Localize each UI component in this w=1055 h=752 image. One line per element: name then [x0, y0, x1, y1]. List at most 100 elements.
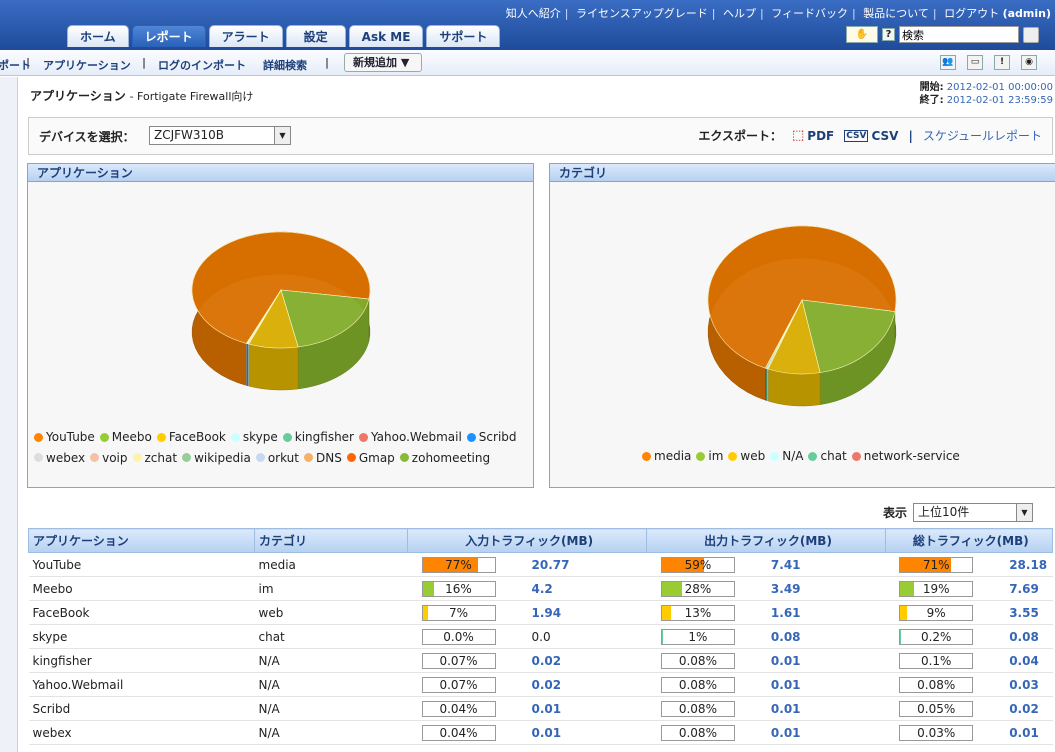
cell-in-mb[interactable]: 0.02 — [527, 648, 647, 673]
cell-total-mb[interactable]: 0.03 — [1005, 672, 1053, 697]
toolbar-icons: 👥 ▭ ! ◉ — [940, 55, 1037, 70]
period-end: 2012-02-01 23:59:59 — [946, 95, 1053, 106]
legend-item: Scribd — [466, 427, 517, 447]
col-out-traffic[interactable]: 出力トラフィック(MB) — [646, 528, 886, 553]
cell-application: kingfisher — [28, 648, 255, 673]
cell-category: N/A — [254, 720, 408, 745]
export-pdf-button[interactable]: ⬚ PDF — [791, 128, 835, 143]
percent-bar: 71% — [899, 556, 974, 573]
col-category[interactable]: カテゴリ — [254, 528, 408, 553]
legend-item: chat — [808, 449, 847, 463]
tour-icon[interactable]: ✋ — [846, 26, 878, 43]
report-icon[interactable]: ◉ — [1021, 55, 1037, 70]
cell-out-mb[interactable]: 1.61 — [766, 600, 886, 625]
col-application[interactable]: アプリケーション — [28, 528, 255, 553]
cell-out-mb[interactable]: 0.01 — [766, 648, 886, 673]
cell-out-mb[interactable]: 0.08 — [766, 624, 886, 649]
device-select[interactable]: ZCJFW310B ▼ — [149, 126, 291, 145]
cell-total-mb[interactable]: 7.69 — [1005, 576, 1053, 601]
search-go-icon[interactable] — [1023, 26, 1039, 43]
cell-out-mb[interactable]: 0.01 — [766, 672, 886, 697]
legend-label: FaceBook — [168, 430, 226, 444]
subnav-item-log-import[interactable]: ログのインポート — [158, 59, 246, 72]
tab-support[interactable]: サポート — [426, 25, 501, 47]
people-icon[interactable]: 👥 — [940, 55, 956, 70]
col-in-traffic[interactable]: 入力トラフィック(MB) — [406, 528, 648, 553]
link-logout[interactable]: ログアウト — [944, 7, 1000, 20]
link-license-upgrade[interactable]: ライセンスアップグレード — [575, 7, 708, 20]
export-label: エクスポート： — [698, 129, 782, 143]
cell-application: webex — [28, 720, 255, 745]
legend-swatch — [399, 453, 409, 462]
legend-swatch — [728, 451, 738, 461]
cell-total-mb[interactable]: 0.08 — [1005, 624, 1053, 649]
pie-slice-webex[interactable] — [246, 289, 282, 344]
pie-slice-media[interactable] — [707, 225, 897, 369]
chevron-down-icon[interactable]: ▼ — [1016, 504, 1032, 521]
cell-total-mb[interactable]: 0.01 — [1005, 720, 1053, 745]
tab-alerts[interactable]: アラート — [208, 25, 283, 47]
top-bar: 知人へ紹介 | ライセンスアップグレード | ヘルプ | フィードバック | 製品につい… — [0, 0, 1055, 50]
legend-swatch — [99, 432, 109, 442]
legend-swatch — [696, 451, 706, 461]
col-total-traffic[interactable]: 総トラフィック(MB) — [884, 528, 1054, 553]
cell-out-mb[interactable]: 3.49 — [766, 576, 886, 601]
tab-home[interactable]: ホーム — [67, 25, 129, 47]
percent-bar: 1% — [660, 628, 735, 645]
subnav-item-report[interactable]: ポート — [0, 59, 31, 72]
cell-total-mb[interactable]: 28.18 — [1005, 552, 1053, 577]
new-add-dropdown[interactable]: 新規追加 ▼ — [344, 53, 422, 72]
legend-item: zohomeeting — [399, 448, 490, 468]
applications-pie-chart — [191, 231, 371, 391]
pdf-icon: ⬚ — [791, 128, 805, 143]
cell-in-mb[interactable]: 0.01 — [527, 696, 647, 721]
tab-settings[interactable]: 設定 — [285, 25, 346, 47]
legend-swatch — [642, 451, 651, 461]
cell-in-mb[interactable]: 20.77 — [527, 552, 647, 577]
link-feedback[interactable]: フィードバック — [771, 7, 848, 20]
percent-bar: 9% — [899, 604, 974, 621]
cell-out-mb[interactable]: 0.01 — [766, 720, 886, 745]
legend-label: N/A — [782, 449, 804, 463]
search-area: ✋ ? — [846, 26, 1039, 43]
print-icon[interactable]: ▭ — [967, 55, 983, 70]
left-collapse-strip[interactable] — [0, 77, 18, 752]
percent-bar: 28% — [660, 580, 735, 597]
cell-total-mb[interactable]: 0.02 — [1005, 696, 1053, 721]
subnav-item-advanced-search[interactable]: 詳細検索 — [263, 59, 307, 72]
cell-in-mb[interactable]: 0.02 — [527, 672, 647, 697]
cell-application: Scribd — [28, 696, 255, 721]
cell-total-mb[interactable]: 0.04 — [1005, 648, 1053, 673]
pie-slice-meebo[interactable] — [280, 289, 370, 348]
search-input[interactable] — [899, 26, 1019, 43]
link-about[interactable]: 製品について — [863, 7, 929, 20]
pie-slice-im[interactable] — [801, 299, 896, 373]
cell-application: skype — [28, 624, 255, 649]
subnav-item-applications[interactable]: アプリケーション — [43, 59, 131, 72]
cell-out-mb[interactable]: 7.41 — [766, 552, 886, 577]
help-icon[interactable]: ? — [882, 28, 895, 41]
legend-label: webex — [46, 450, 86, 465]
top-n-select[interactable]: 上位10件 ▼ — [913, 503, 1033, 522]
link-help[interactable]: ヘルプ — [722, 7, 756, 20]
legend-label: Meebo — [111, 430, 152, 444]
cell-total-mb[interactable]: 3.55 — [1005, 600, 1053, 625]
cell-out-mb[interactable]: 0.01 — [766, 696, 886, 721]
tab-reports[interactable]: レポート — [131, 25, 206, 47]
pie-slice-youtube[interactable] — [191, 231, 371, 344]
cell-in-mb[interactable]: 4.2 — [527, 576, 647, 601]
percent-bar: 7% — [421, 604, 496, 621]
category-pie-chart — [707, 225, 897, 407]
export-csv-button[interactable]: CSV CSV — [844, 128, 899, 143]
schedule-report-link[interactable]: スケジュールレポート — [922, 129, 1042, 143]
tab-ask-me[interactable]: Ask ME — [348, 25, 424, 47]
alert-icon[interactable]: ! — [994, 55, 1010, 70]
cell-in-mb[interactable]: 0.01 — [527, 720, 647, 745]
cell-in-mb[interactable]: 0.0 — [527, 624, 647, 649]
chevron-down-icon[interactable]: ▼ — [274, 127, 290, 144]
pie-slice-network-service[interactable] — [765, 299, 803, 369]
legend-item: wikipedia — [182, 448, 251, 468]
link-refer[interactable]: 知人へ紹介 — [505, 7, 561, 20]
legend-label: Yahoo.Webmail — [371, 430, 462, 444]
cell-in-mb[interactable]: 1.94 — [527, 600, 647, 625]
